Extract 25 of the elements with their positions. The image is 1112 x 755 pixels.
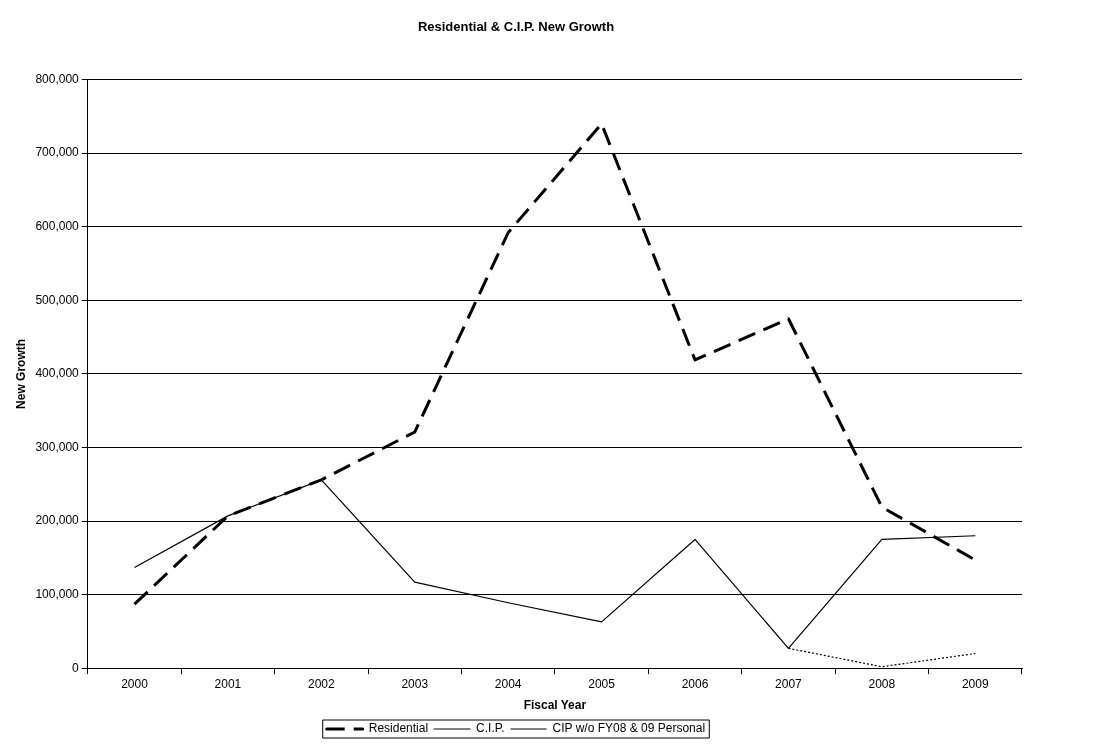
y-tick-label: 0 xyxy=(72,660,80,675)
legend-label: CIP w/o FY08 & 09 Personal xyxy=(552,721,706,736)
x-tick-label: 2007 xyxy=(775,676,803,691)
x-tick-label: 2008 xyxy=(868,676,896,691)
y-axis-title: New Growth xyxy=(13,338,28,409)
y-tick-label: 200,000 xyxy=(35,513,80,528)
y-tick-label: 300,000 xyxy=(35,439,80,454)
x-tick-label: 2003 xyxy=(401,676,429,691)
chart-title: Residential & C.I.P. New Growth xyxy=(417,19,615,35)
legend-label: C.I.P. xyxy=(476,721,505,736)
y-tick-label: 600,000 xyxy=(35,219,80,234)
x-tick-label: 2009 xyxy=(961,676,989,691)
y-tick-label: 400,000 xyxy=(35,366,80,381)
x-tick-label: 2000 xyxy=(121,676,149,691)
x-tick-label: 2002 xyxy=(307,676,335,691)
x-axis-title: Fiscal Year xyxy=(523,698,587,713)
x-tick-label: 2001 xyxy=(214,676,242,691)
legend-label: Residential xyxy=(368,721,429,736)
x-tick-label: 2004 xyxy=(494,676,522,691)
y-tick-label: 500,000 xyxy=(35,292,80,307)
y-tick-label: 700,000 xyxy=(35,145,80,160)
x-tick-label: 2006 xyxy=(681,676,709,691)
y-tick-label: 800,000 xyxy=(35,71,80,86)
y-tick-label: 100,000 xyxy=(35,586,80,601)
x-tick-label: 2005 xyxy=(588,676,616,691)
